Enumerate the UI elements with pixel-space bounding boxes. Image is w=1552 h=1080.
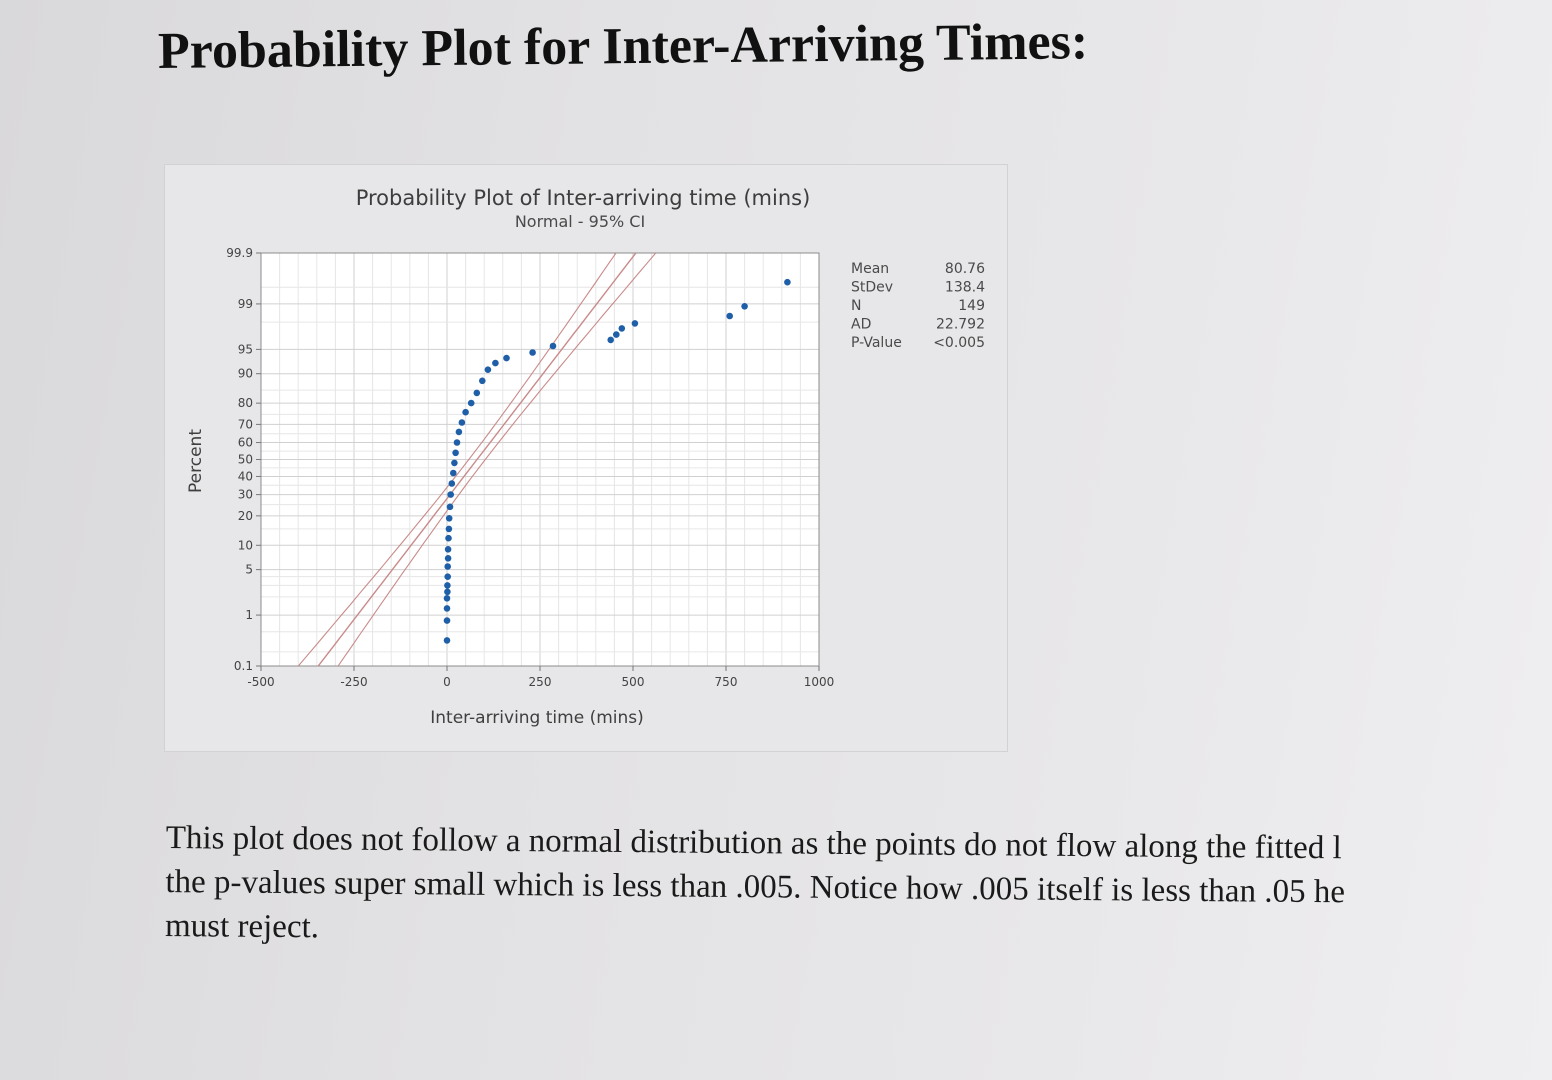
fitted-line	[317, 253, 637, 666]
data-point	[444, 582, 451, 589]
y-tick-label: 10	[238, 538, 253, 552]
y-tick-label: 40	[238, 469, 253, 483]
y-tick-label: 90	[238, 367, 253, 381]
y-tick-label: 99	[238, 297, 253, 311]
data-point	[444, 563, 452, 570]
y-tick-label: 70	[238, 417, 253, 431]
y-tick-label: 80	[238, 396, 253, 410]
x-tick-label: 500	[622, 675, 645, 689]
probability-plot-svg: Probability Plot of Inter-arriving time …	[186, 186, 985, 728]
data-point	[607, 336, 614, 344]
data-point	[726, 312, 733, 320]
x-tick-label: 1000	[804, 675, 835, 689]
stat-value: 22.792	[936, 317, 985, 333]
stat-value: 149	[958, 298, 985, 314]
data-point	[448, 480, 456, 487]
y-tick-label: 60	[238, 436, 253, 450]
data-point	[479, 377, 486, 385]
x-tick-label: -500	[247, 675, 274, 689]
x-axis-label: Inter-arriving time (mins)	[430, 708, 644, 728]
x-tick-label: 250	[529, 675, 552, 689]
fit-lines	[297, 253, 657, 666]
page-title: Probability Plot for Inter-Arriving Time…	[157, 13, 1089, 80]
y-tick-label: 0.1	[234, 659, 253, 673]
data-point	[444, 573, 452, 580]
data-point	[444, 546, 452, 553]
data-point	[443, 605, 451, 612]
data-point	[445, 525, 453, 533]
y-tick-label: 1	[245, 608, 253, 622]
data-point	[631, 320, 639, 327]
stat-label: Mean	[851, 261, 889, 277]
y-tick-label: 20	[238, 509, 253, 523]
stat-value: 80.76	[945, 261, 985, 277]
data-point	[444, 555, 452, 562]
chart-title: Probability Plot of Inter-arriving time …	[356, 186, 811, 210]
data-point	[444, 588, 451, 596]
data-point	[473, 389, 481, 397]
x-axis-ticks: -500 -250 0 250 500 750 1000	[247, 666, 834, 689]
x-tick-label: 0	[443, 675, 451, 689]
y-axis-ticks: 0.1 1 5 10 20 30 40 50 60 70 80 90 95 99 99.9	[226, 246, 261, 673]
stat-label: AD	[851, 317, 871, 333]
y-axis-label: Percent	[186, 429, 206, 493]
data-point	[445, 515, 453, 522]
data-point	[447, 491, 455, 498]
data-point	[458, 419, 466, 426]
data-point	[462, 408, 469, 416]
data-points	[443, 278, 791, 644]
data-point	[549, 342, 557, 350]
data-point	[453, 439, 461, 446]
stat-label: P-Value	[851, 335, 902, 351]
y-tick-label: 95	[238, 342, 253, 356]
data-point	[467, 399, 475, 407]
data-point	[450, 469, 457, 477]
data-point	[529, 349, 536, 356]
data-point	[446, 503, 454, 511]
stat-value: <0.005	[933, 335, 985, 351]
stat-value: 138.4	[945, 280, 985, 296]
x-tick-label: -250	[340, 675, 367, 689]
data-point	[613, 331, 620, 338]
chart-subtitle: Normal - 95% CI	[515, 212, 645, 231]
y-tick-label: 50	[238, 453, 253, 467]
data-point	[443, 637, 451, 644]
statistics-legend: Mean 80.76 StDev 138.4 N 149 AD 22.792 P-Value <0…	[851, 261, 985, 351]
data-point	[784, 278, 791, 286]
fit-line-group	[297, 253, 657, 666]
stat-label: StDev	[851, 280, 893, 296]
data-point	[503, 354, 510, 362]
probability-plot-figure: Probability Plot of Inter-arriving time …	[164, 164, 1008, 752]
caption-paragraph: This plot does not follow a normal distr…	[165, 816, 1552, 960]
y-tick-label: 30	[238, 488, 253, 502]
ci-upper-line	[337, 253, 657, 666]
y-tick-label: 5	[245, 563, 253, 577]
data-point	[451, 459, 458, 467]
data-point	[445, 534, 452, 542]
y-tick-label: 99.9	[226, 246, 253, 260]
data-point	[484, 366, 492, 373]
data-point	[741, 303, 748, 310]
ci-lower-line	[297, 253, 617, 666]
data-point	[452, 449, 459, 457]
data-point	[455, 428, 463, 436]
data-point	[443, 617, 451, 624]
stat-label: N	[851, 298, 861, 314]
x-tick-label: 750	[715, 675, 738, 689]
data-point	[443, 595, 451, 602]
data-point	[618, 325, 626, 332]
data-point	[492, 359, 499, 367]
